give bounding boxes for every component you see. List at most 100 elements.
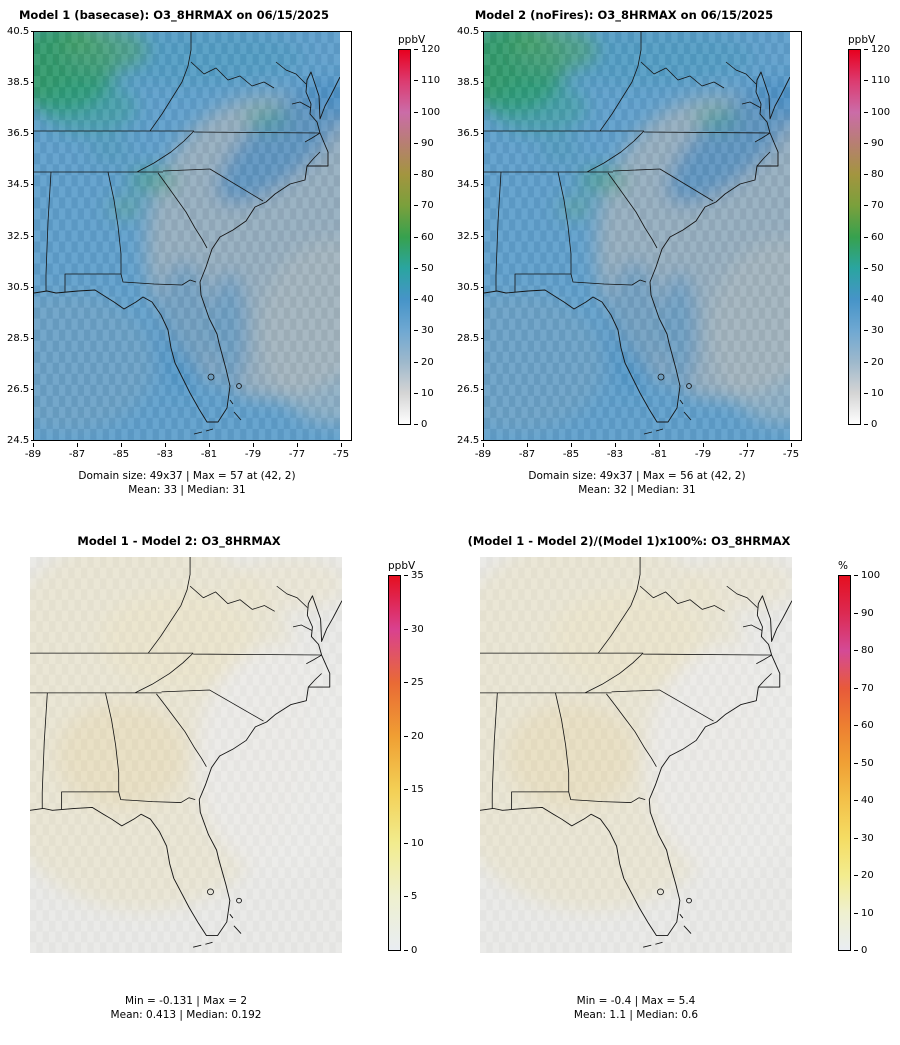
tick-label: -79	[692, 443, 714, 460]
stats-line2: Mean: 33 | Median: 31	[128, 483, 246, 496]
colorbar-block: ppbV 0 10 20 30 40 50 60 70 80 90 100 110 120	[848, 34, 890, 430]
tick-label: 0	[414, 419, 440, 430]
colorbar-ticks: 0 5 10 15 20 25 30 35	[404, 570, 424, 956]
tick-label: -81	[648, 443, 670, 460]
panel-model2: Model 2 (noFires): O3_8HRMAX on 06/15/20…	[450, 0, 900, 518]
colorbar-units-label: ppbV	[388, 560, 416, 572]
panel-stats: Min = -0.131 | Max = 2 Mean: 0.413 | Med…	[30, 995, 342, 1022]
tick-label: 25	[404, 677, 424, 688]
tick-label: 70	[854, 683, 880, 694]
heatmap-percent-difference	[480, 557, 792, 953]
panel-model1: Model 1 (basecase): O3_8HRMAX on 06/15/2…	[0, 0, 450, 518]
tick-label: 70	[864, 200, 890, 211]
tick-label: -79	[242, 443, 264, 460]
longitude-axis: -89 -87 -85 -83 -81 -79 -77 -75	[22, 443, 352, 460]
tick-label: 36.5	[457, 128, 483, 139]
tick-label: 20	[414, 357, 440, 368]
longitude-axis: -89 -87 -85 -83 -81 -79 -77 -75	[472, 443, 802, 460]
colorbar-block: ppbV 0 10 20 30 40 50 60 70 80 90 100 110 120	[398, 34, 440, 430]
tick-label: 110	[864, 75, 890, 86]
tick-label: 34.5	[457, 179, 483, 190]
panel-title: Model 1 (basecase): O3_8HRMAX on 06/15/2…	[18, 8, 330, 22]
tick-label: 90	[414, 138, 440, 149]
colorbar-ticks: 0 10 20 30 40 50 60 70 80 90 100 110 120	[864, 44, 890, 430]
tick-label: 60	[864, 232, 890, 243]
tick-label: 10	[414, 388, 440, 399]
tick-label: 40.5	[7, 26, 33, 37]
tick-label: 28.5	[7, 333, 33, 344]
tick-label: 24.5	[457, 435, 483, 446]
tick-label: 100	[854, 570, 880, 581]
tick-label: 10	[854, 908, 880, 919]
colorbar-gradient	[398, 49, 411, 425]
stats-line2: Mean: 1.1 | Median: 0.6	[573, 1008, 699, 1021]
stats-line1: Domain size: 49x37 | Max = 56 at (42, 2)	[528, 470, 746, 482]
tick-label: 30	[854, 833, 880, 844]
panel-title: Model 1 - Model 2: O3_8HRMAX	[77, 534, 281, 548]
tick-label: -89	[22, 443, 44, 460]
tick-label: 0	[854, 945, 880, 956]
stats-line1: Domain size: 49x37 | Max = 57 at (42, 2)	[78, 470, 296, 482]
tick-label: 80	[864, 169, 890, 180]
tick-label: 100	[414, 107, 440, 118]
tick-label: 40	[854, 795, 880, 806]
tick-label: 28.5	[457, 333, 483, 344]
latitude-axis: 24.5 26.5 28.5 30.5 32.5 34.5 36.5 38.5 40.5	[7, 26, 33, 446]
tick-label: 24.5	[7, 435, 33, 446]
tick-label: 38.5	[7, 77, 33, 88]
colorbar-gradient	[838, 575, 851, 951]
tick-label: 0	[864, 419, 890, 430]
tick-label: 36.5	[7, 128, 33, 139]
tick-label: -83	[604, 443, 626, 460]
heatmap-model1	[34, 32, 340, 440]
tick-label: 26.5	[457, 384, 483, 395]
tick-label: -85	[560, 443, 582, 460]
tick-label: -87	[516, 443, 538, 460]
tick-label: 20	[864, 357, 890, 368]
tick-label: -75	[780, 443, 802, 460]
tick-label: 40	[864, 294, 890, 305]
tick-label: 50	[414, 263, 440, 274]
tick-label: 60	[414, 232, 440, 243]
tick-label: 5	[404, 891, 424, 902]
colorbar-ticks: 0 10 20 30 40 50 60 70 80 90 100 110 120	[414, 44, 440, 430]
tick-label: 10	[404, 838, 424, 849]
panel-title: Model 2 (noFires): O3_8HRMAX on 06/15/20…	[474, 8, 774, 22]
tick-label: 40	[414, 294, 440, 305]
tick-label: 30	[404, 624, 424, 635]
heatmap-difference	[30, 557, 342, 953]
tick-label: 110	[414, 75, 440, 86]
tick-label: -87	[66, 443, 88, 460]
panel-stats: Min = -0.4 | Max = 5.4 Mean: 1.1 | Media…	[480, 995, 792, 1022]
tick-label: -85	[110, 443, 132, 460]
colorbar-block: ppbV 0 5 10 15 20 25 30 35	[388, 560, 424, 956]
tick-label: 30	[414, 325, 440, 336]
stats-line1: Min = -0.131 | Max = 2	[124, 995, 248, 1007]
tick-label: 26.5	[7, 384, 33, 395]
tick-label: 90	[864, 138, 890, 149]
tick-label: 80	[854, 645, 880, 656]
tick-label: 0	[404, 945, 424, 956]
tick-label: 50	[854, 758, 880, 769]
colorbar-units-label: %	[838, 560, 848, 572]
panel-stats: Domain size: 49x37 | Max = 57 at (42, 2)…	[33, 470, 341, 497]
tick-label: 120	[864, 44, 890, 55]
colorbar-units-label: ppbV	[848, 34, 876, 46]
panel-percent-difference: (Model 1 - Model 2)/(Model 1)x100%: O3_8…	[450, 518, 900, 1045]
colorbar-gradient	[388, 575, 401, 951]
panel-stats: Domain size: 49x37 | Max = 56 at (42, 2)…	[483, 470, 791, 497]
tick-label: 60	[854, 720, 880, 731]
tick-label: -77	[736, 443, 758, 460]
heatmap-model2	[484, 32, 790, 440]
colorbar-units-label: ppbV	[398, 34, 426, 46]
tick-label: -83	[154, 443, 176, 460]
colorbar-ticks: 0 10 20 30 40 50 60 70 80 90 100	[854, 570, 880, 956]
tick-label: -89	[472, 443, 494, 460]
tick-label: 100	[864, 107, 890, 118]
tick-label: 32.5	[457, 231, 483, 242]
tick-label: 70	[414, 200, 440, 211]
colorbar-gradient	[848, 49, 861, 425]
tick-label: 10	[864, 388, 890, 399]
stats-line1: Min = -0.4 | Max = 5.4	[576, 995, 696, 1007]
